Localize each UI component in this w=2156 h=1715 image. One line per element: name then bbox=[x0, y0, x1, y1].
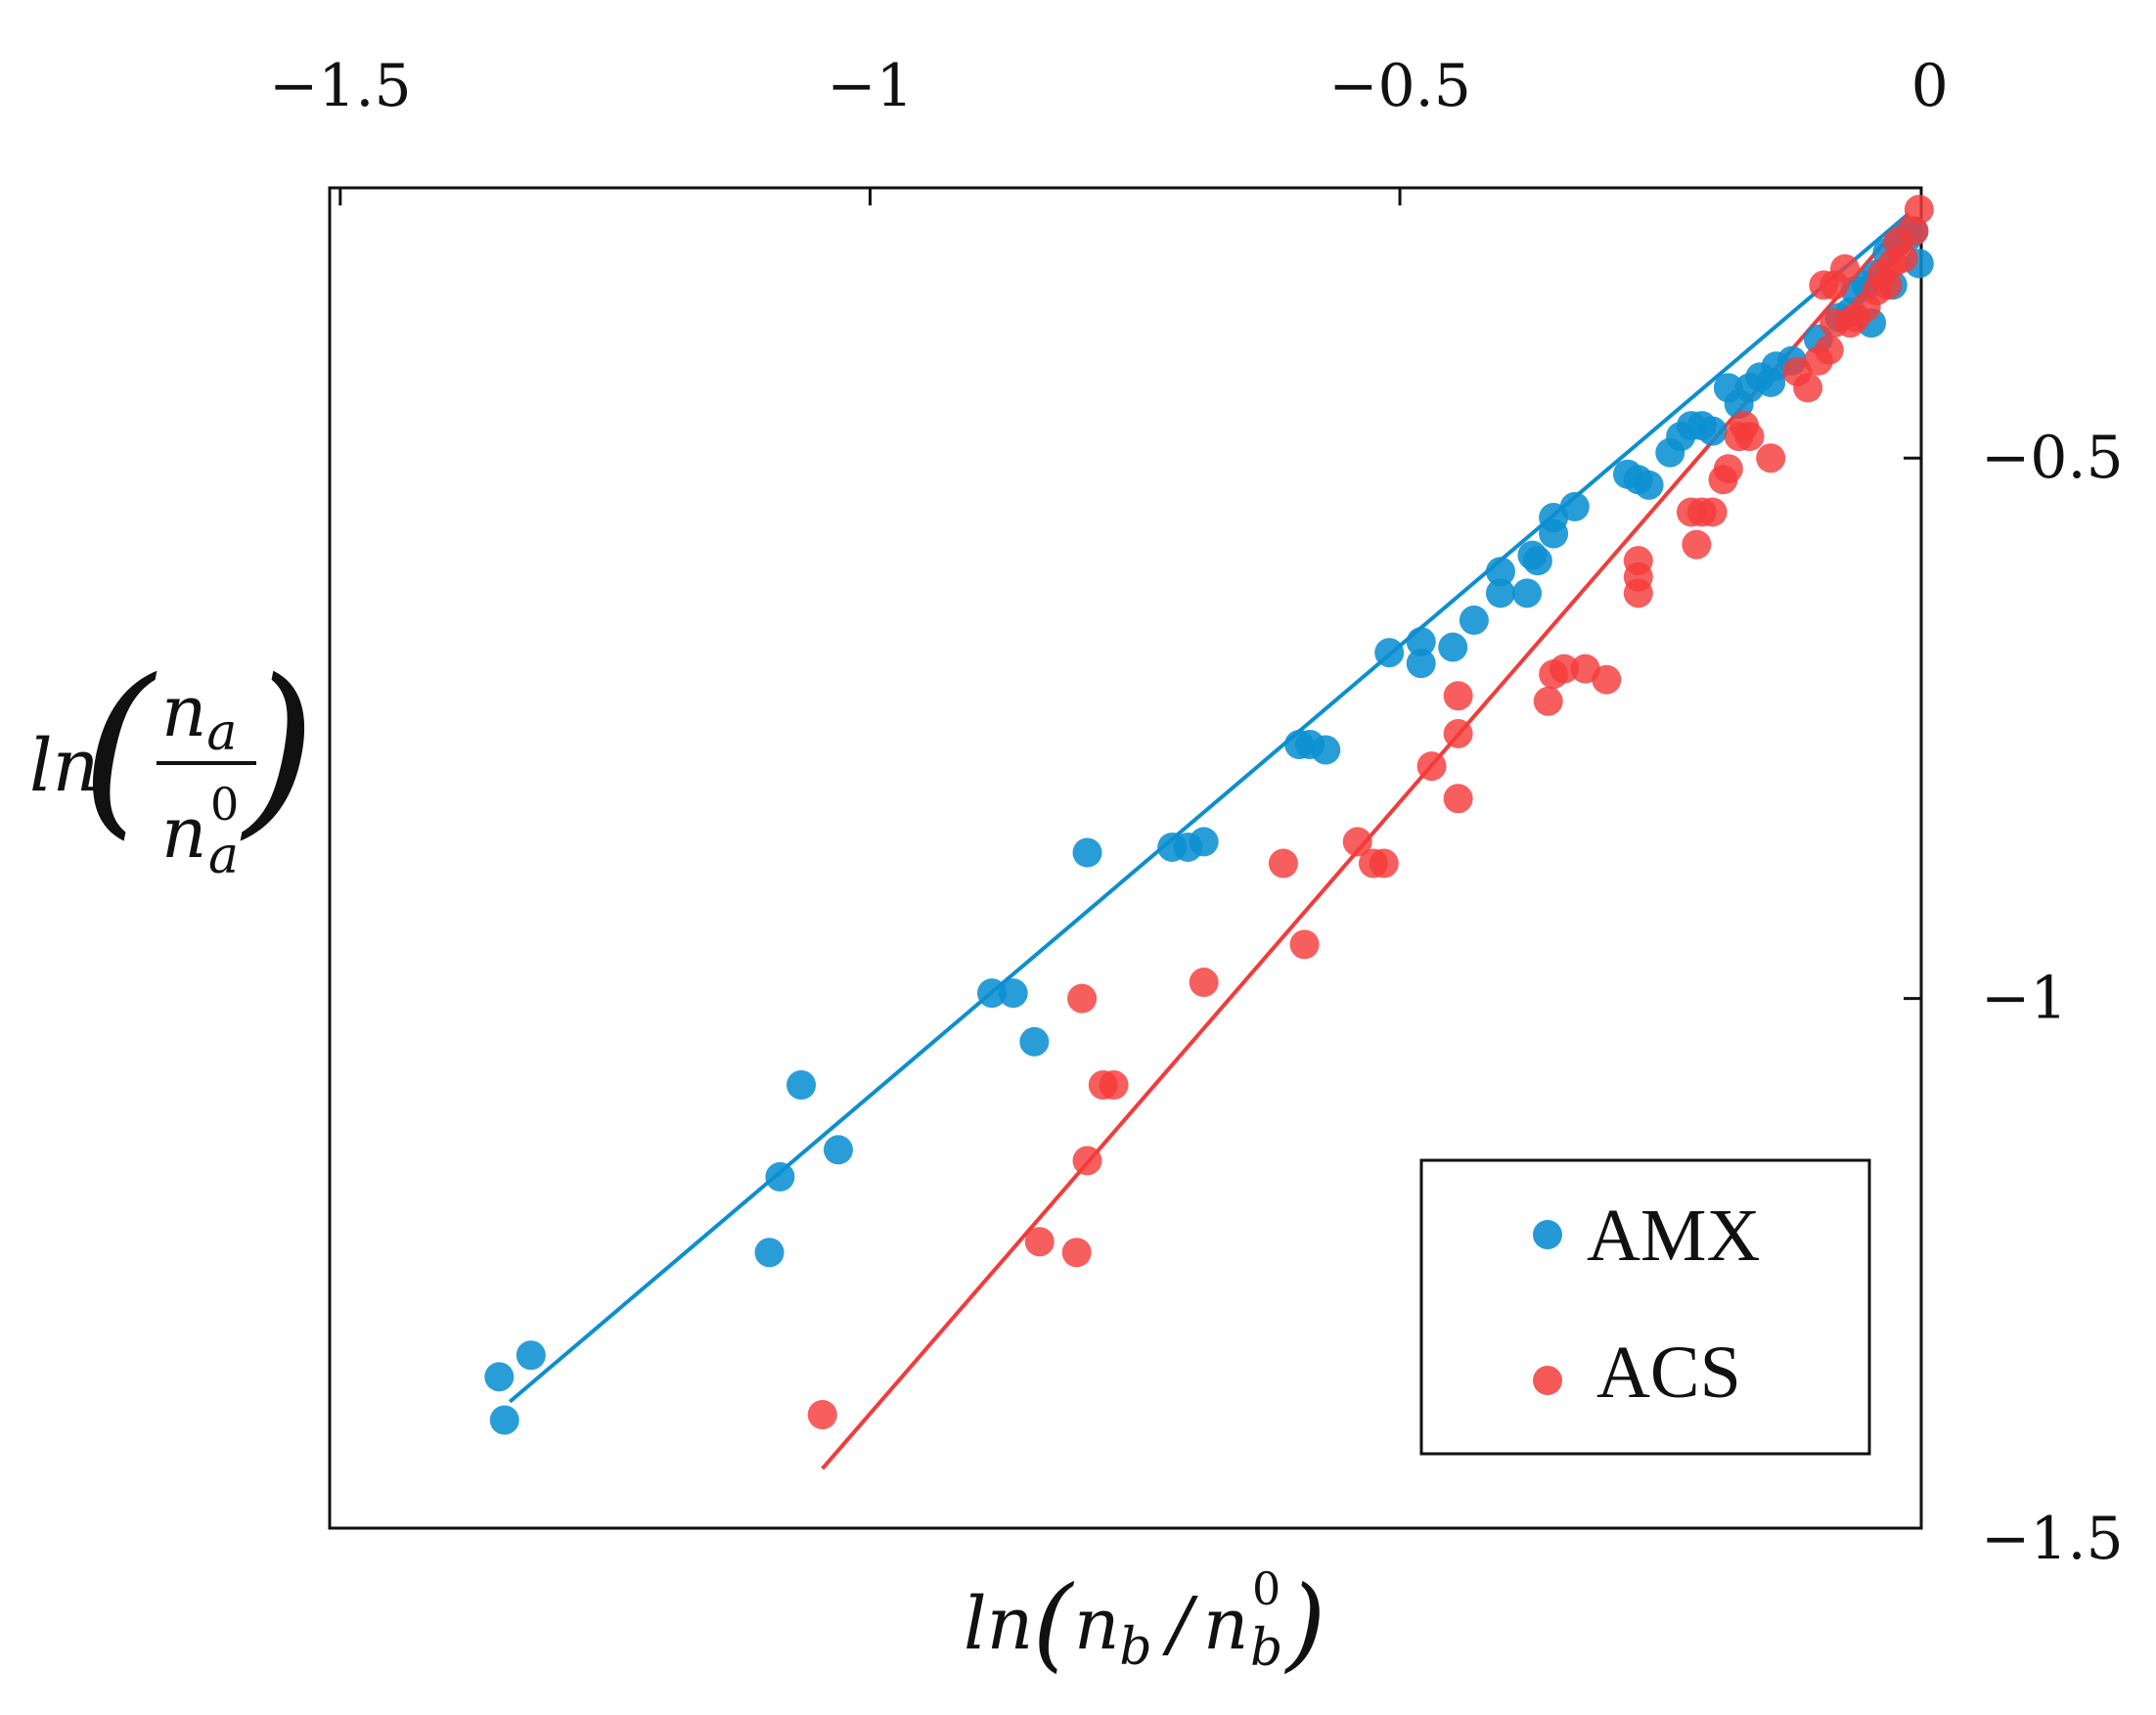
amx-point bbox=[765, 1161, 795, 1192]
amx-point bbox=[1019, 1026, 1050, 1057]
acs-point bbox=[1443, 718, 1473, 748]
amx-point bbox=[1406, 627, 1436, 657]
amx-point bbox=[823, 1135, 853, 1165]
amx-point bbox=[1522, 546, 1552, 576]
amx-point bbox=[1438, 632, 1468, 662]
acs-point bbox=[1734, 422, 1765, 452]
x-axis-title-prefix: ln bbox=[964, 1582, 1033, 1666]
acs-point bbox=[1024, 1227, 1055, 1257]
amx-point bbox=[977, 978, 1008, 1009]
acs-point bbox=[1443, 681, 1473, 711]
y-axis-title-rparen: ) bbox=[240, 640, 316, 856]
acs-point bbox=[1697, 497, 1728, 527]
amx-point bbox=[1406, 649, 1436, 679]
acs-point bbox=[1682, 529, 1712, 560]
legend-marker-amx bbox=[1533, 1220, 1562, 1249]
x-tick-label: −1 bbox=[827, 52, 913, 120]
amx-point bbox=[1072, 837, 1102, 868]
x-axis-title-numerator: nb bbox=[1074, 1583, 1152, 1677]
acs-point bbox=[807, 1399, 837, 1429]
acs-point bbox=[1793, 373, 1823, 403]
acs-point bbox=[1592, 664, 1622, 695]
acs-point bbox=[1533, 686, 1563, 716]
y-tick-label: −0.5 bbox=[1981, 424, 2124, 492]
amx-point bbox=[1311, 735, 1341, 765]
acs-point bbox=[1904, 195, 1934, 225]
acs-point bbox=[1814, 335, 1844, 365]
legend-label-acs: ACS bbox=[1596, 1331, 1741, 1414]
y-axis-title: ln ( na na0 ) bbox=[29, 640, 316, 885]
fit-line-amx bbox=[508, 211, 1910, 1404]
x-axis-title-slash: / bbox=[1162, 1582, 1198, 1666]
tick-marks bbox=[338, 188, 1921, 1001]
amx-point bbox=[484, 1362, 515, 1392]
amx-point bbox=[1374, 638, 1405, 668]
acs-point bbox=[1099, 1070, 1129, 1101]
amx-point bbox=[1485, 578, 1515, 609]
y-axis-title-prefix: ln bbox=[29, 724, 99, 808]
x-tick-label: −0.5 bbox=[1328, 52, 1471, 120]
plot-frame bbox=[328, 186, 1923, 1530]
data-points bbox=[484, 195, 1934, 1435]
acs-point bbox=[1416, 751, 1447, 782]
tick-labels: −1.5 −1 −0.5 0 −0.5 −1 −1.5 bbox=[269, 52, 2124, 1573]
amx-point bbox=[1512, 578, 1543, 609]
acs-point bbox=[1443, 784, 1473, 814]
x-axis-title-rparen: ) bbox=[1284, 1563, 1326, 1683]
acs-point bbox=[1713, 454, 1743, 484]
legend-label-amx: AMX bbox=[1587, 1195, 1760, 1277]
legend-marker-acs bbox=[1533, 1366, 1562, 1395]
amx-point bbox=[516, 1340, 546, 1371]
y-axis-title-denominator: na0 bbox=[161, 778, 239, 885]
amx-point bbox=[1634, 470, 1664, 500]
x-tick-label: 0 bbox=[1911, 52, 1949, 120]
amx-point bbox=[1559, 491, 1590, 521]
acs-point bbox=[1189, 968, 1219, 998]
acs-point bbox=[1756, 443, 1786, 474]
y-tick-label: −1 bbox=[1981, 965, 2067, 1033]
acs-point bbox=[1289, 929, 1320, 960]
acs-point bbox=[1342, 827, 1372, 857]
y-axis-title-numerator: na bbox=[161, 670, 237, 762]
acs-point bbox=[1549, 654, 1579, 684]
amx-point bbox=[489, 1405, 519, 1435]
y-axis-title-lparen: ( bbox=[81, 640, 157, 856]
amx-point bbox=[1459, 605, 1489, 635]
acs-point bbox=[1623, 562, 1653, 592]
acs-point bbox=[1067, 983, 1098, 1014]
legend: AMX ACS bbox=[1419, 1158, 1871, 1456]
acs-point bbox=[1819, 270, 1850, 300]
legend-box bbox=[1419, 1158, 1871, 1456]
amx-point bbox=[754, 1238, 785, 1268]
series-acs bbox=[807, 195, 1934, 1429]
acs-point bbox=[1888, 243, 1918, 273]
amx-point bbox=[1697, 416, 1728, 446]
acs-point bbox=[1369, 848, 1399, 879]
x-axis-title-denominator: nb0 bbox=[1203, 1562, 1282, 1678]
amx-point bbox=[1189, 827, 1219, 857]
y-tick-label: −1.5 bbox=[1981, 1505, 2124, 1573]
x-axis-title: ln ( nb / nb0 ) bbox=[964, 1562, 1325, 1683]
amx-point bbox=[1485, 557, 1515, 587]
x-tick-label: −1.5 bbox=[269, 52, 412, 120]
amx-point bbox=[998, 978, 1028, 1009]
acs-point bbox=[1072, 1146, 1102, 1176]
acs-point bbox=[1268, 848, 1298, 879]
acs-point bbox=[1061, 1238, 1092, 1268]
amx-point bbox=[786, 1070, 817, 1101]
x-axis-title-lparen: ( bbox=[1033, 1563, 1075, 1683]
